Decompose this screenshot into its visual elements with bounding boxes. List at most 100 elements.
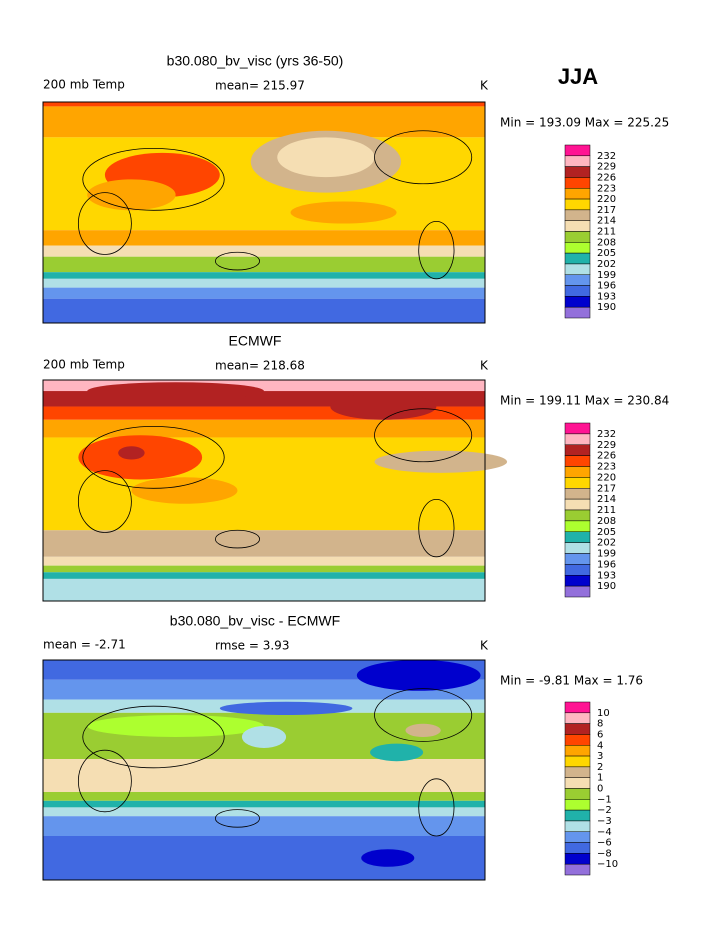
colorbar-label: 205 xyxy=(597,248,616,259)
field-band xyxy=(43,807,485,817)
colorbar-label: 223 xyxy=(597,183,616,194)
colorbar-box xyxy=(564,242,591,254)
colorbar-box xyxy=(564,585,591,598)
colorbar-box xyxy=(564,296,591,308)
colorbar-box xyxy=(564,575,591,587)
colorbar-label: 1 xyxy=(597,773,603,784)
colorbar-box xyxy=(564,777,591,789)
field-band xyxy=(43,256,485,273)
colorbar-box xyxy=(564,766,591,778)
panel-title: ECMWF xyxy=(229,333,282,349)
colorbar-label: −3 xyxy=(597,816,612,827)
colorbar-box xyxy=(564,863,591,876)
field-band xyxy=(43,298,485,323)
stat-label: mean= 215.97 xyxy=(215,79,305,93)
colorbar-box xyxy=(564,723,591,735)
field-band xyxy=(43,565,485,573)
colorbar-box xyxy=(564,433,591,445)
range-label: Min = -9.81 Max = 1.76 xyxy=(500,674,643,688)
coastline xyxy=(374,688,473,742)
coastline xyxy=(374,408,473,463)
colorbar-box xyxy=(564,231,591,243)
coastline xyxy=(82,426,225,489)
coastline xyxy=(374,130,473,185)
colorbar-label: 205 xyxy=(597,527,616,538)
coastline xyxy=(214,529,260,549)
map-frame xyxy=(42,379,486,602)
coastline xyxy=(418,220,455,280)
colorbar-label: 229 xyxy=(597,440,616,451)
colorbar-box xyxy=(564,177,591,189)
colorbar-box xyxy=(564,263,591,275)
colorbar-label: 193 xyxy=(597,570,616,581)
coastline xyxy=(214,809,260,828)
field-band xyxy=(43,245,485,257)
coastline xyxy=(77,192,132,255)
colorbar-label: 214 xyxy=(597,494,616,505)
colorbar-label: −6 xyxy=(597,838,612,849)
colorbar-box xyxy=(564,542,591,554)
colorbar-box xyxy=(564,755,591,768)
colorbar-label: 211 xyxy=(597,227,616,238)
colorbar-box xyxy=(564,144,591,157)
colorbar-label: 4 xyxy=(597,740,603,751)
field-band xyxy=(43,792,485,801)
colorbar-box xyxy=(564,853,591,865)
field-band xyxy=(43,836,485,880)
colorbar-label: 226 xyxy=(597,172,616,183)
panel-title: b30.080_bv_visc - ECMWF xyxy=(170,613,340,629)
colorbar-label: −4 xyxy=(597,827,612,838)
colorbar-label: 202 xyxy=(597,538,616,549)
variable-label: 200 mb Temp xyxy=(43,358,125,372)
colorbar-box xyxy=(564,831,591,843)
colorbar-label: 202 xyxy=(597,259,616,270)
colorbar-label: 190 xyxy=(597,581,616,592)
colorbar-label: 199 xyxy=(597,549,616,560)
colorbar-box xyxy=(564,531,591,543)
map-frame xyxy=(42,659,486,881)
field-region xyxy=(131,477,238,504)
colorbar-label: 6 xyxy=(597,729,603,740)
field-band xyxy=(43,530,485,557)
colorbar-label: 217 xyxy=(597,205,616,216)
field-band xyxy=(43,380,485,392)
field-band xyxy=(43,102,485,107)
colorbar-box xyxy=(564,553,591,565)
colorbar-box xyxy=(564,734,591,746)
colorbar-box xyxy=(564,712,591,724)
field-band xyxy=(43,800,485,808)
field-region xyxy=(356,660,481,691)
colorbar-label: 196 xyxy=(597,281,616,292)
coastline xyxy=(77,470,132,533)
field-band xyxy=(43,419,485,438)
colorbar-label: 196 xyxy=(597,559,616,570)
colorbar-label: 226 xyxy=(597,451,616,462)
colorbar-box xyxy=(564,809,591,822)
colorbar-box xyxy=(564,220,591,232)
range-label: Min = 193.09 Max = 225.25 xyxy=(500,116,669,130)
colorbar-label: 199 xyxy=(597,270,616,281)
colorbar-box xyxy=(564,488,591,500)
field-region xyxy=(330,393,437,420)
colorbar-box xyxy=(564,155,591,167)
field-band xyxy=(43,287,485,299)
colorbar-box xyxy=(564,820,591,832)
units-label: K xyxy=(480,639,489,653)
field-band xyxy=(43,230,485,246)
colorbar-box xyxy=(564,509,591,522)
colorbar-box xyxy=(564,564,591,576)
field-region xyxy=(277,137,375,178)
colorbar-label: 220 xyxy=(597,472,616,483)
colorbar-label: 223 xyxy=(597,462,616,473)
colorbar-box xyxy=(564,466,591,478)
field-region xyxy=(87,382,264,400)
colorbar-box xyxy=(564,188,591,200)
colorbar-label: 220 xyxy=(597,194,616,205)
colorbar-label: 232 xyxy=(597,429,616,440)
field-region xyxy=(219,701,353,716)
colorbar-label: −8 xyxy=(597,848,612,859)
field-band xyxy=(43,578,485,601)
map-frame xyxy=(42,101,486,324)
coastline xyxy=(82,148,225,211)
colorbar-box xyxy=(564,477,591,489)
